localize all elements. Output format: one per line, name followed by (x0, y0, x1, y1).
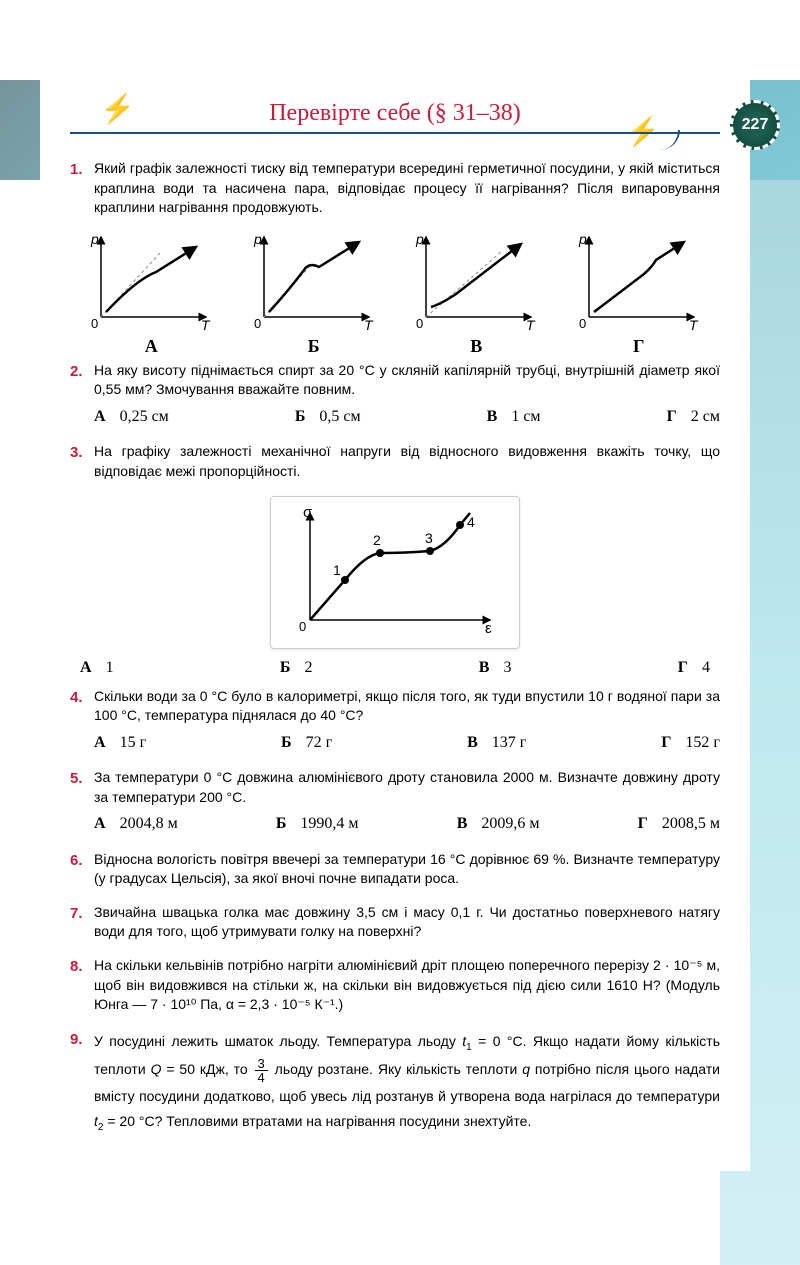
question-number: 6. (70, 850, 94, 889)
question-number: 5. (70, 768, 94, 836)
question-text: На скільки кельвінів потрібно нагріти ал… (94, 956, 720, 1015)
graph-row-q1: p T 0 А p T 0 Б p (70, 232, 720, 357)
question-body: На скільки кельвінів потрібно нагріти ал… (94, 956, 720, 1015)
option: Б72 г (281, 732, 332, 754)
option: Б2 (280, 659, 313, 677)
question-3: 3. На графіку залежності механічної напр… (70, 442, 720, 481)
svg-text:0: 0 (91, 316, 98, 331)
question-body: У посудині лежить шматок льоду. Температ… (94, 1029, 720, 1137)
question-8: 8. На скільки кельвінів потрібно нагріти… (70, 956, 720, 1015)
question-body: Який графік залежності тиску від темпера… (94, 159, 720, 218)
option: В1 см (487, 406, 541, 428)
graph-b: p T 0 Б (249, 232, 379, 357)
chart-icon: p T 0 (411, 232, 541, 332)
graph-label: А (86, 336, 216, 357)
y-axis-label: p (90, 232, 99, 247)
lightning-icon: ⚡ (100, 92, 135, 125)
question-6: 6. Відносна вологість повітря ввечері за… (70, 850, 720, 889)
stress-strain-chart: 1 2 3 4 σ ε 0 (285, 505, 505, 635)
question-body: На графіку залежності механічної напруги… (94, 442, 720, 481)
question-number: 4. (70, 687, 94, 755)
options-row: А2004,8 м Б1990,4 м В2009,6 м Г2008,5 м (94, 813, 720, 835)
question-text: На яку висоту піднімається спирт за 20 °… (94, 361, 720, 400)
svg-text:2: 2 (373, 532, 381, 548)
question-7: 7. Звичайна швацька голка має довжину 3,… (70, 903, 720, 942)
question-body: Звичайна швацька голка має довжину 3,5 с… (94, 903, 720, 942)
question-body: Відносна вологість повітря ввечері за те… (94, 850, 720, 889)
title-underline (70, 132, 720, 134)
svg-text:0: 0 (254, 316, 261, 331)
question-2: 2. На яку висоту піднімається спирт за 2… (70, 361, 720, 429)
option: Г4 (678, 659, 710, 677)
x-axis-label: T (201, 317, 211, 332)
options-row: А0,25 см Б0,5 см В1 см Г2 см (94, 406, 720, 428)
question-number: 9. (70, 1029, 94, 1137)
svg-text:T: T (364, 317, 374, 332)
page-content: ⚡ Перевірте себе (§ 31–38) ⚡ 1. Який гра… (40, 80, 750, 1171)
question-text: На графіку залежності механічної напруги… (94, 442, 720, 481)
graph-c: p T 0 В (411, 232, 541, 357)
option: В137 г (467, 732, 526, 754)
option: Г2 см (667, 406, 720, 428)
question-text: За температури 0 °С довжина алюмінієвого… (94, 768, 720, 807)
graph-label: Г (574, 336, 704, 357)
svg-text:p: p (253, 232, 262, 247)
question-number: 1. (70, 159, 94, 218)
question-text: Скільки води за 0 °С було в калориметрі,… (94, 687, 720, 726)
svg-text:0: 0 (579, 316, 586, 331)
option: А2004,8 м (94, 813, 178, 835)
svg-text:T: T (526, 317, 536, 332)
q9-part: У посудині лежить шматок льоду. Температ… (94, 1033, 462, 1049)
svg-text:0: 0 (416, 316, 423, 331)
question-5: 5. За температури 0 °С довжина алюмінієв… (70, 768, 720, 836)
option: В2009,6 м (457, 813, 540, 835)
question-body: На яку висоту піднімається спирт за 20 °… (94, 361, 720, 429)
sigma-graph-container: 1 2 3 4 σ ε 0 (70, 496, 720, 649)
svg-text:1: 1 (333, 562, 341, 578)
chart-icon: p T 0 (574, 232, 704, 332)
graph-label: В (411, 336, 541, 357)
chart-icon: p T 0 (249, 232, 379, 332)
svg-text:3: 3 (425, 530, 433, 546)
graph-label: Б (249, 336, 379, 357)
option: Б0,5 см (295, 406, 361, 428)
options-row: А15 г Б72 г В137 г Г152 г (94, 732, 720, 754)
title-section: ⚡ Перевірте себе (§ 31–38) ⚡ (70, 100, 720, 134)
svg-text:p: p (578, 232, 587, 247)
question-number: 2. (70, 361, 94, 429)
svg-text:4: 4 (467, 514, 475, 530)
svg-text:ε: ε (485, 620, 492, 635)
question-number: 8. (70, 956, 94, 1015)
page-title: Перевірте себе (§ 31–38) (269, 100, 521, 126)
option: В3 (479, 659, 512, 677)
option: А15 г (94, 732, 146, 754)
graph-a: p T 0 А (86, 232, 216, 357)
option: Г2008,5 м (638, 813, 720, 835)
question-number: 3. (70, 442, 94, 481)
option: А0,25 см (94, 406, 169, 428)
question-9: 9. У посудині лежить шматок льоду. Темпе… (70, 1029, 720, 1137)
option: Г152 г (661, 732, 720, 754)
question-text: Звичайна швацька голка має довжину 3,5 с… (94, 903, 720, 942)
svg-text:T: T (689, 317, 699, 332)
page-number-badge: 227 (730, 100, 780, 150)
question-body: Скільки води за 0 °С було в калориметрі,… (94, 687, 720, 755)
question-text: Який графік залежності тиску від темпера… (94, 159, 720, 218)
question-4: 4. Скільки води за 0 °С було в калоримет… (70, 687, 720, 755)
options-row: А1 Б2 В3 Г4 (70, 659, 720, 677)
question-1: 1. Який графік залежності тиску від темп… (70, 159, 720, 218)
option: А1 (80, 659, 114, 677)
question-body: За температури 0 °С довжина алюмінієвого… (94, 768, 720, 836)
chart-icon: p T 0 (86, 232, 216, 332)
question-number: 7. (70, 903, 94, 942)
graph-d: p T 0 Г (574, 232, 704, 357)
svg-text:p: p (415, 232, 424, 247)
svg-text:σ: σ (303, 505, 313, 521)
svg-text:0: 0 (299, 619, 306, 634)
option: Б1990,4 м (276, 813, 359, 835)
question-text: Відносна вологість повітря ввечері за те… (94, 850, 720, 889)
